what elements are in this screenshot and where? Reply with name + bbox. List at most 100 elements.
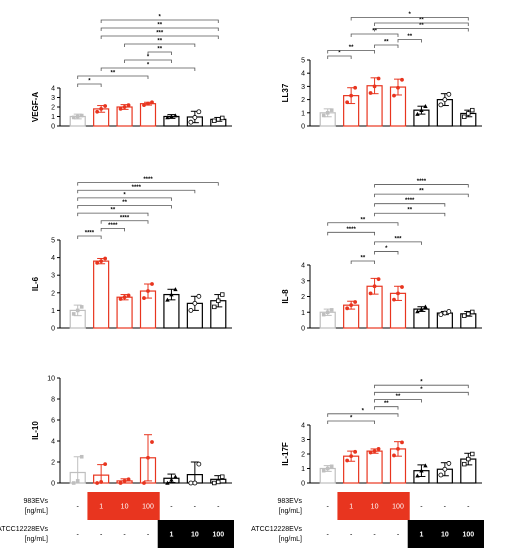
data-point	[400, 77, 404, 82]
y-tick-label: 1	[51, 114, 55, 121]
significance-label: *	[420, 387, 423, 393]
data-point	[173, 287, 178, 292]
data-point	[396, 85, 400, 90]
treatment-block-atcc	[407, 520, 484, 548]
bar	[139, 103, 157, 127]
data-point	[165, 480, 170, 485]
data-point	[446, 309, 452, 314]
data-point	[466, 111, 471, 116]
data-point	[400, 440, 404, 445]
y-tick-label: 4	[301, 423, 305, 430]
data-point	[345, 458, 350, 463]
y-tick-label: 6	[51, 418, 55, 425]
significance-label: *	[338, 51, 341, 57]
data-point	[173, 474, 178, 479]
y-tick-label: 0	[301, 124, 305, 131]
significance-bracket	[374, 203, 446, 207]
y-tick-label: 1	[301, 110, 305, 117]
treatment-row-label: 983EVs	[277, 498, 302, 505]
y-tick-label: 5	[301, 58, 305, 65]
significance-bracket	[77, 212, 149, 217]
data-point	[442, 97, 448, 102]
significance-label: ****	[132, 185, 142, 191]
data-point	[368, 91, 373, 95]
data-point	[392, 453, 396, 458]
significance-label: ****	[120, 215, 130, 221]
treatment-cell: 10	[441, 532, 449, 539]
data-point	[192, 300, 198, 306]
y-tick-label: 3	[301, 84, 305, 91]
significance-label: **	[361, 256, 366, 262]
significance-label: **	[407, 208, 412, 214]
data-point	[95, 481, 100, 485]
data-point	[415, 309, 420, 314]
treatment-cell: -	[444, 504, 447, 511]
significance-bracket	[100, 220, 149, 224]
data-point	[122, 295, 127, 300]
data-point	[188, 480, 194, 486]
data-point	[392, 93, 396, 98]
significance-bracket	[374, 44, 399, 48]
treatment-row-unit: [ng/mL]	[25, 508, 48, 515]
significance-label: ****	[143, 177, 153, 183]
data-point	[122, 105, 127, 109]
treatment-row-label: 983EVs	[23, 498, 48, 505]
y-tick-label: 4	[51, 255, 55, 262]
treatment-cell: -	[327, 504, 330, 511]
data-point	[212, 480, 217, 486]
data-point	[146, 101, 150, 106]
treatment-cell: 1	[99, 504, 103, 511]
data-point	[188, 119, 194, 125]
treatment-block-983	[87, 492, 160, 520]
data-point	[173, 113, 178, 118]
data-point	[423, 104, 428, 108]
data-point	[321, 113, 326, 118]
significance-label: *	[88, 79, 91, 85]
data-point	[372, 84, 377, 89]
y-tick-label: 2	[301, 294, 305, 301]
data-point	[95, 109, 100, 114]
significance-bracket	[124, 59, 172, 63]
data-point	[99, 259, 104, 264]
treatment-cell: -	[420, 504, 423, 511]
data-point	[470, 107, 475, 113]
data-point	[150, 440, 154, 444]
data-point	[126, 293, 131, 298]
treatment-cell: 100	[142, 504, 154, 511]
treatment-cell: 100	[462, 532, 474, 539]
significance-bracket	[374, 391, 469, 396]
y-tick-label: 10	[47, 376, 55, 383]
data-point	[372, 449, 377, 453]
y-tick-label: 2	[51, 460, 55, 467]
y-axis-label: IL-8	[281, 289, 290, 304]
data-point	[392, 297, 396, 302]
data-point	[146, 455, 150, 460]
data-point	[150, 100, 154, 105]
data-point	[165, 297, 170, 302]
data-point	[462, 114, 467, 119]
data-point	[423, 304, 428, 309]
data-point	[169, 477, 174, 482]
treatment-row-label: ATCC12228EVs	[0, 526, 48, 533]
data-point	[419, 468, 424, 473]
significance-bracket	[77, 75, 149, 79]
y-tick-label: 1	[301, 466, 305, 473]
significance-bracket	[374, 184, 469, 188]
treatment-block-983	[337, 492, 410, 520]
treatment-cell: -	[194, 504, 197, 511]
data-point	[75, 479, 80, 483]
data-point	[75, 308, 80, 313]
y-axis-label: VEGF-A	[31, 92, 40, 122]
significance-label: **	[361, 217, 366, 223]
treatment-row-unit: [ng/mL]	[279, 536, 302, 543]
significance-label: ****	[417, 179, 427, 185]
data-point	[188, 307, 194, 313]
data-point	[372, 284, 377, 289]
significance-label: *	[350, 416, 353, 422]
treatment-cell: 10	[121, 504, 129, 511]
significance-label: ****	[85, 231, 95, 237]
data-point	[438, 312, 444, 318]
bar	[366, 450, 383, 484]
significance-bracket	[374, 399, 422, 403]
